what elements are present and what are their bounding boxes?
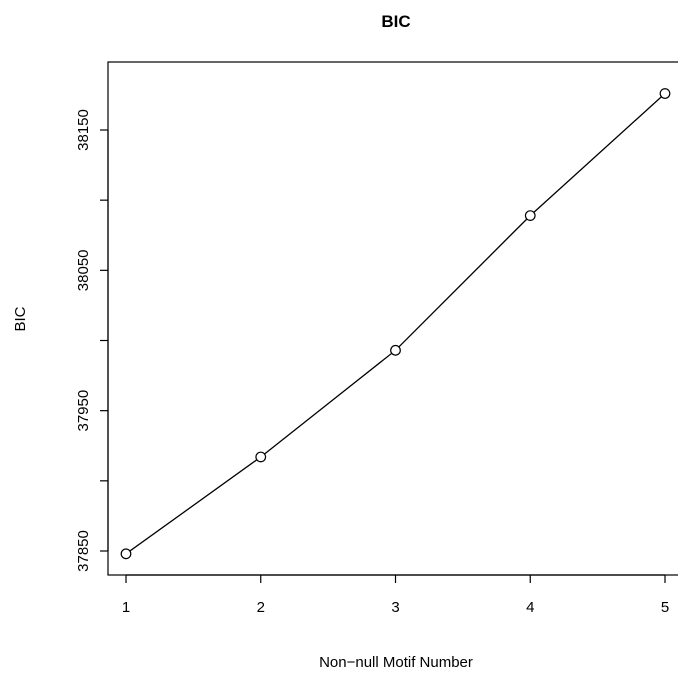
x-axis: 1 2 3 4 5	[122, 574, 669, 616]
x-tick-label: 3	[391, 599, 399, 616]
y-tick-label: 37950	[75, 390, 92, 432]
data-point-marker	[255, 451, 267, 463]
plot-frame	[107, 61, 678, 576]
x-tick-label: 5	[661, 599, 669, 616]
y-axis-label: BIC	[12, 306, 29, 331]
x-tick-label: 1	[122, 599, 130, 616]
y-tick-label: 38050	[75, 249, 92, 291]
data-point-marker	[659, 88, 671, 99]
x-tick-label: 2	[257, 599, 265, 616]
y-axis: 37850 37950 38050 38150	[75, 109, 109, 572]
y-tick-label: 38150	[75, 109, 92, 151]
bic-series-line	[125, 93, 666, 555]
x-tick-label: 4	[526, 599, 534, 616]
data-point-marker	[524, 210, 536, 222]
data-point-marker	[390, 344, 401, 356]
data-point-marker	[120, 548, 132, 560]
y-tick-label: 37850	[75, 530, 92, 572]
chart-title: BIC	[381, 12, 410, 31]
series-line-group	[120, 88, 671, 560]
x-axis-label: Non−null Motif Number	[319, 654, 473, 671]
